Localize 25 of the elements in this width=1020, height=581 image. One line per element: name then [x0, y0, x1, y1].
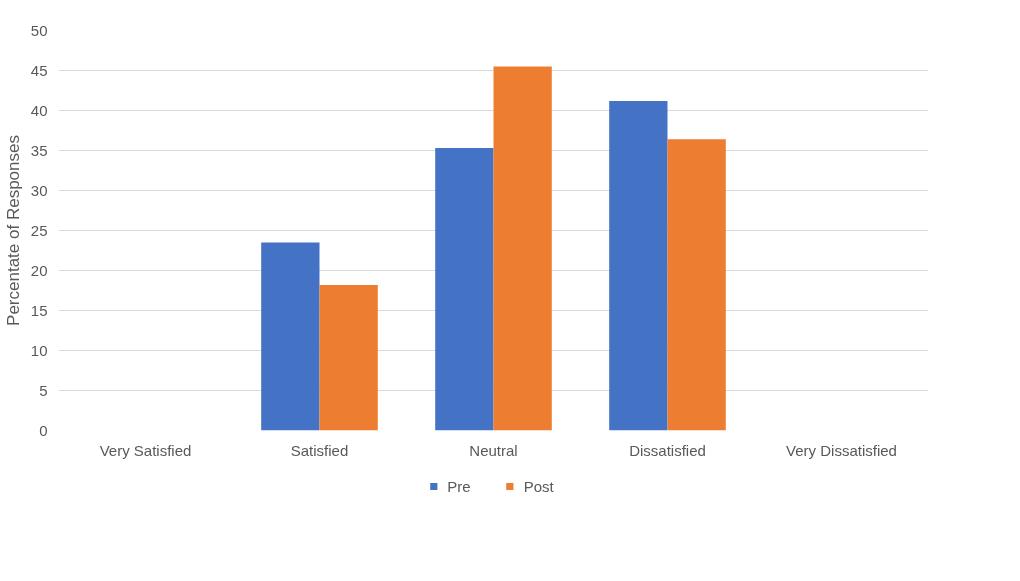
x-tick-label: Very Dissatisfied — [786, 441, 897, 459]
y-tick-label: 35 — [30, 141, 48, 159]
bar — [667, 139, 726, 431]
x-tick-label: Neutral — [469, 441, 518, 459]
y-tick-label: 25 — [30, 221, 48, 239]
y-tick-label: 0 — [39, 421, 48, 439]
x-tick-label: Dissatisfied — [629, 441, 706, 459]
y-tick-label: 20 — [30, 261, 48, 279]
y-tick-label: 15 — [30, 301, 48, 319]
y-tick-label: 30 — [30, 181, 48, 199]
y-tick-label: 10 — [30, 341, 48, 359]
y-tick-label: 5 — [39, 381, 48, 399]
bar — [435, 148, 494, 431]
bar — [609, 100, 668, 431]
bar — [261, 242, 320, 431]
y-axis-title: Percentate of Responses — [3, 135, 23, 326]
bar — [493, 66, 552, 431]
y-tick-label: 40 — [30, 101, 48, 119]
x-tick-label: Very Satisfied — [99, 441, 192, 459]
legend-label: Post — [523, 477, 554, 495]
bar — [319, 284, 378, 431]
legend-label: Pre — [447, 477, 471, 495]
x-tick-label: Satisfied — [290, 441, 349, 459]
y-tick-label: 45 — [30, 61, 48, 79]
y-tick-label: 50 — [30, 21, 48, 39]
